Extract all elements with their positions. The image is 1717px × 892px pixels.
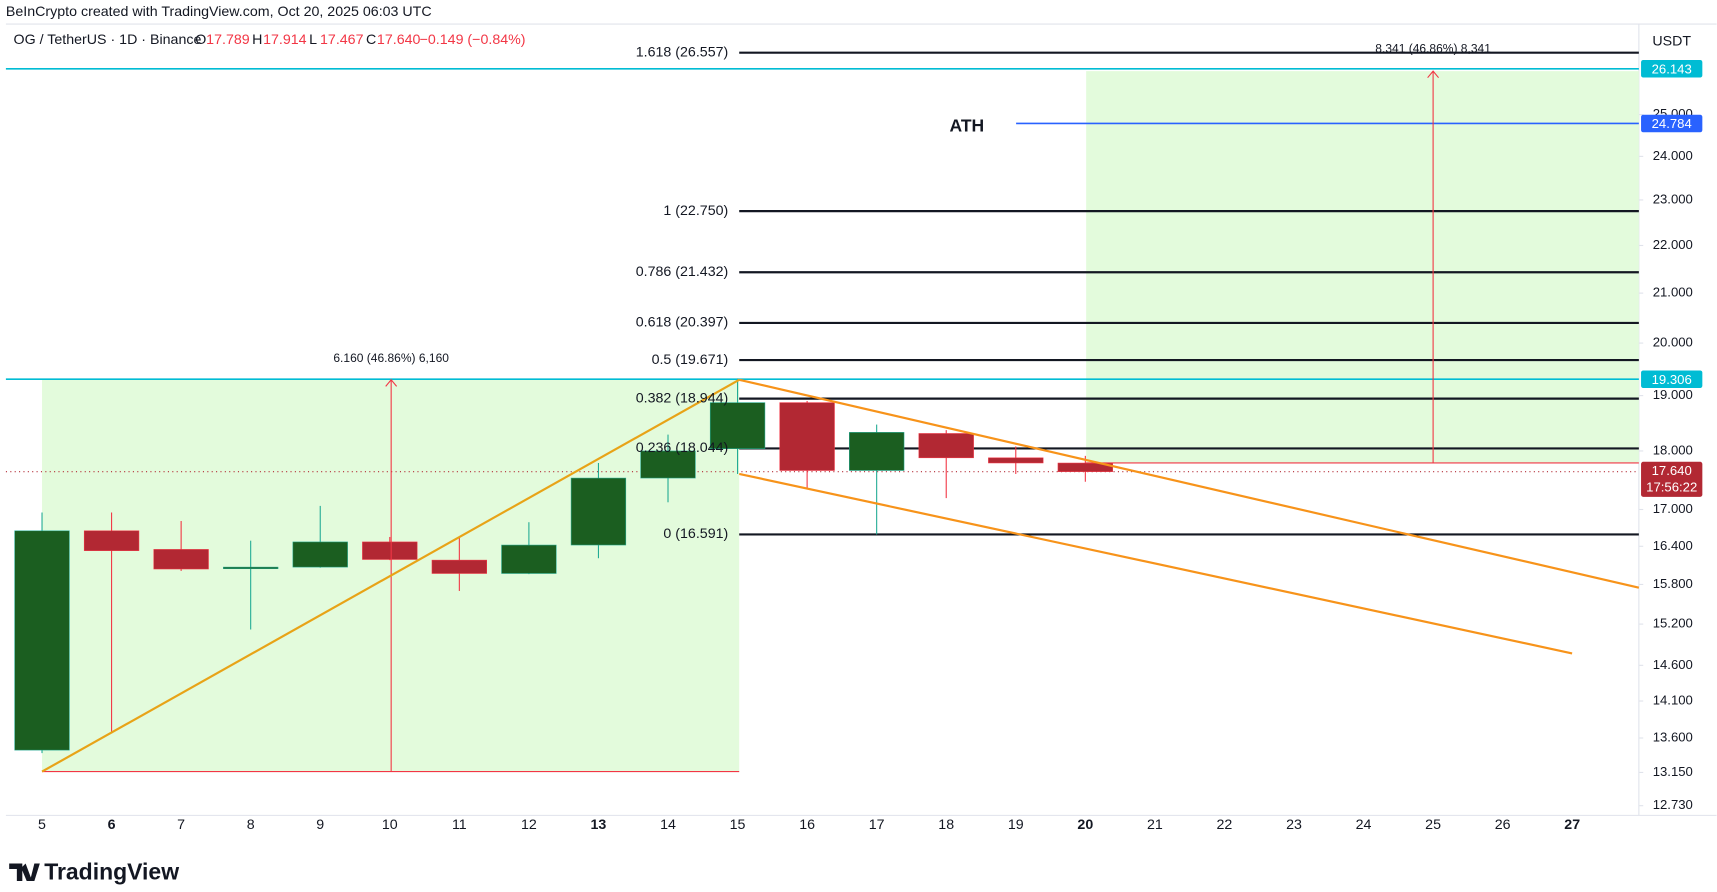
ohlc-value: 17.914 bbox=[263, 32, 307, 48]
ohlc: O 17.789 H 17.914 L 17.467 C 17.640 bbox=[195, 32, 420, 48]
x-tick-label: 18 bbox=[938, 817, 954, 833]
ohlc-value: 17.640 bbox=[377, 32, 421, 48]
candle-body bbox=[709, 402, 766, 449]
y-tick-label: 17.000 bbox=[1653, 501, 1693, 516]
x-tick-label: 27 bbox=[1564, 817, 1580, 833]
x-tick-label: 21 bbox=[1147, 817, 1163, 833]
x-tick-label: 8 bbox=[247, 817, 255, 833]
ohlc-value: 17.789 bbox=[206, 32, 250, 48]
plot bbox=[5, 51, 1639, 754]
x-tick-label: 6 bbox=[108, 817, 116, 833]
fib-label: 0.5 (19.671) bbox=[652, 352, 729, 368]
measure-label: 6.160 (46.86%) 6,160 bbox=[333, 351, 449, 365]
y-tick-label: 24.000 bbox=[1653, 148, 1693, 163]
y-tick-label: 14.600 bbox=[1653, 657, 1693, 672]
fib-label: 0.382 (18.944) bbox=[636, 390, 729, 406]
ohlc-key: O bbox=[195, 32, 206, 48]
x-tick-label: 25 bbox=[1425, 817, 1441, 833]
arrow-head bbox=[1427, 70, 1439, 79]
logo: TradingView bbox=[44, 858, 179, 884]
x-tick-label: 26 bbox=[1495, 817, 1511, 833]
price-label-bg bbox=[1641, 60, 1703, 78]
ohlc-key: H bbox=[252, 32, 262, 48]
y-tick-label: 23.000 bbox=[1653, 191, 1693, 206]
candle-body bbox=[1057, 462, 1113, 472]
x-tick-label: 12 bbox=[521, 817, 537, 833]
candle-body bbox=[14, 530, 70, 751]
ohlc-value: 17.467 bbox=[320, 32, 364, 48]
price-label: 17.640 bbox=[1652, 463, 1692, 478]
candle-body bbox=[918, 433, 974, 459]
candle-body bbox=[501, 544, 557, 574]
fib-label: 0.786 (21.432) bbox=[636, 264, 729, 280]
x-tick-label: 13 bbox=[591, 817, 607, 833]
y-tick-label: 13.600 bbox=[1653, 729, 1693, 744]
measure-label: 8.341 (46.86%) 8,341 bbox=[1375, 41, 1491, 55]
countdown: 17:56:22 bbox=[1646, 480, 1697, 495]
candle-body bbox=[988, 457, 1044, 464]
candle-body bbox=[431, 559, 487, 574]
x-tick-label: 9 bbox=[316, 817, 324, 833]
fib-label: 0 (16.591) bbox=[663, 526, 728, 542]
price-label-bg bbox=[1641, 461, 1703, 497]
change: −0.149 (−0.84%) bbox=[420, 32, 526, 48]
ath-label: ATH bbox=[950, 116, 985, 136]
x-tick-label: 20 bbox=[1077, 817, 1093, 833]
y-tick-label: 20.000 bbox=[1653, 335, 1693, 350]
fib-label: 0.618 (20.397) bbox=[636, 315, 729, 331]
y-tick-label: 19.000 bbox=[1653, 387, 1693, 402]
y-tick-label: 14.100 bbox=[1653, 692, 1693, 707]
price-label-bg bbox=[1641, 114, 1703, 133]
candle-body bbox=[153, 549, 209, 570]
candle-body bbox=[570, 477, 627, 546]
x-tick-label: 10 bbox=[382, 817, 398, 833]
y-tick-label: 13.150 bbox=[1653, 764, 1693, 779]
x-tick-label: 24 bbox=[1356, 817, 1372, 833]
x-tick-label: 23 bbox=[1286, 817, 1302, 833]
fib-label: 1.618 (26.557) bbox=[636, 44, 729, 60]
fib-label: 1 (22.750) bbox=[663, 203, 728, 219]
measure-box bbox=[1086, 71, 1639, 463]
trend-line bbox=[41, 378, 740, 773]
price-label: 26.143 bbox=[1652, 61, 1692, 76]
candle-body bbox=[223, 566, 279, 570]
candle-body bbox=[640, 450, 696, 479]
candle-body bbox=[292, 541, 348, 568]
x-tick-label: 16 bbox=[799, 817, 815, 833]
x-tick-label: 14 bbox=[660, 817, 676, 833]
candle-body bbox=[779, 402, 835, 471]
ohlc-key: C bbox=[366, 32, 376, 48]
y-tick-label: 18.000 bbox=[1653, 442, 1693, 457]
y-tick-label: 22.000 bbox=[1653, 237, 1693, 252]
y-tick-label: 21.000 bbox=[1653, 285, 1693, 300]
x-tick-label: 15 bbox=[730, 817, 746, 833]
symbol: OG / TetherUS · 1D · Binance bbox=[14, 32, 202, 48]
x-tick-label: 5 bbox=[38, 817, 46, 833]
price-label: 19.306 bbox=[1652, 372, 1692, 387]
credit: BeInCrypto created with TradingView.com,… bbox=[6, 4, 432, 20]
y-tick-label: 16.400 bbox=[1653, 538, 1693, 553]
y-tick-label: 12.730 bbox=[1653, 797, 1693, 812]
fib-label: 0.236 (18.044) bbox=[636, 440, 729, 456]
x-tick-label: 19 bbox=[1008, 817, 1024, 833]
price-label: 24.784 bbox=[1652, 116, 1692, 131]
currency: USDT bbox=[1652, 33, 1691, 49]
price-label-bg bbox=[1641, 370, 1703, 388]
x-tick-label: 17 bbox=[869, 817, 885, 833]
x-tick-label: 22 bbox=[1217, 817, 1233, 833]
y-tick-label: 15.200 bbox=[1653, 616, 1693, 631]
x-tick-label: 11 bbox=[452, 817, 467, 833]
channel-upper bbox=[738, 378, 1640, 589]
candle-body bbox=[362, 541, 418, 560]
arrow-head bbox=[385, 378, 398, 387]
ohlc-key: L bbox=[309, 32, 317, 48]
candle-body bbox=[849, 432, 905, 471]
candle-body bbox=[83, 530, 140, 551]
x-tick-label: 7 bbox=[177, 817, 185, 833]
logo-mark bbox=[9, 863, 40, 882]
channel-lower bbox=[738, 472, 1573, 655]
y-tick-label: 15.800 bbox=[1653, 576, 1693, 591]
